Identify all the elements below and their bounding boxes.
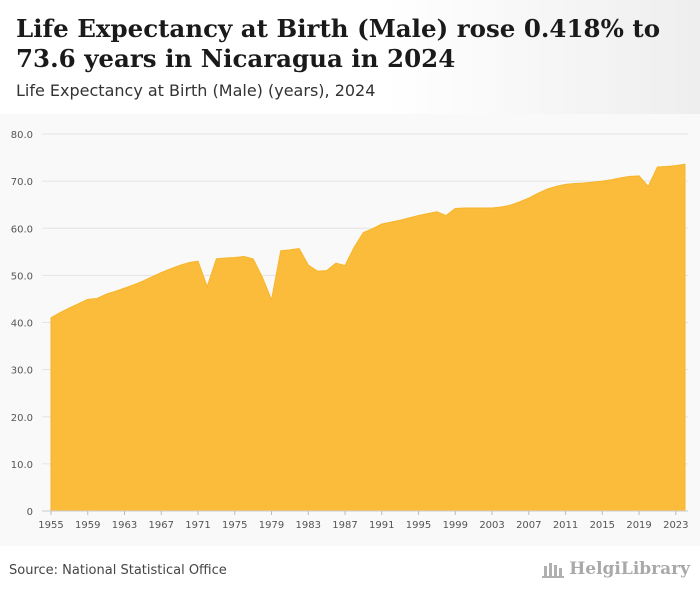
x-tick-label: 1975: [222, 520, 247, 531]
x-tick-label: 2015: [590, 520, 615, 531]
x-tick-label: 1967: [149, 520, 174, 531]
x-tick-label: 1987: [332, 520, 357, 531]
y-tick-label: 60.0: [11, 224, 33, 235]
page-title: Life Expectancy at Birth (Male) rose 0.4…: [16, 14, 661, 73]
footer: Source: National Statistical Office Helg…: [0, 546, 700, 596]
x-tick-label: 1959: [75, 520, 100, 531]
x-tick-label: 1995: [406, 520, 431, 531]
chart-subtitle: Life Expectancy at Birth (Male) (years),…: [16, 81, 376, 100]
y-tick-label: 40.0: [11, 319, 33, 330]
brand-logo[interactable]: HelgiLibrary: [541, 559, 690, 579]
y-tick-label: 0: [27, 507, 33, 518]
source-note: Source: National Statistical Office: [9, 563, 227, 578]
area-chart: 0 10.0 20.0 30.0 40.0 50.0 60.0 70.0 80.0 1955 195…: [11, 130, 689, 531]
series-area: [50, 163, 686, 512]
y-tick-label: 10.0: [11, 460, 33, 471]
y-tick-label: 80.0: [11, 130, 33, 141]
x-tick-label: 2011: [553, 520, 578, 531]
y-tick-label: 70.0: [11, 177, 33, 188]
brand-name: HelgiLibrary: [569, 559, 690, 579]
x-tick-label: 2007: [516, 520, 541, 531]
library-icon: [542, 563, 565, 578]
x-tick-label: 2003: [479, 520, 504, 531]
header: Life Expectancy at Birth (Male) rose 0.4…: [0, 0, 700, 114]
x-tick-label: 1991: [369, 520, 394, 531]
x-tick-label: 1999: [443, 520, 468, 531]
x-tick-label: 2019: [626, 520, 651, 531]
y-tick-label: 20.0: [11, 413, 33, 424]
x-tick-label: 1971: [185, 520, 210, 531]
x-tick-label: 1983: [296, 520, 321, 531]
x-tick-label: 1979: [259, 520, 284, 531]
y-tick-label: 50.0: [11, 271, 33, 282]
x-tick-label: 1955: [38, 520, 63, 531]
chart-panel: 0 10.0 20.0 30.0 40.0 50.0 60.0 70.0 80.0 1955 195…: [0, 114, 700, 546]
x-tick-label: 2023: [663, 520, 688, 531]
y-tick-label: 30.0: [11, 366, 33, 377]
x-tick-label: 1963: [112, 520, 137, 531]
